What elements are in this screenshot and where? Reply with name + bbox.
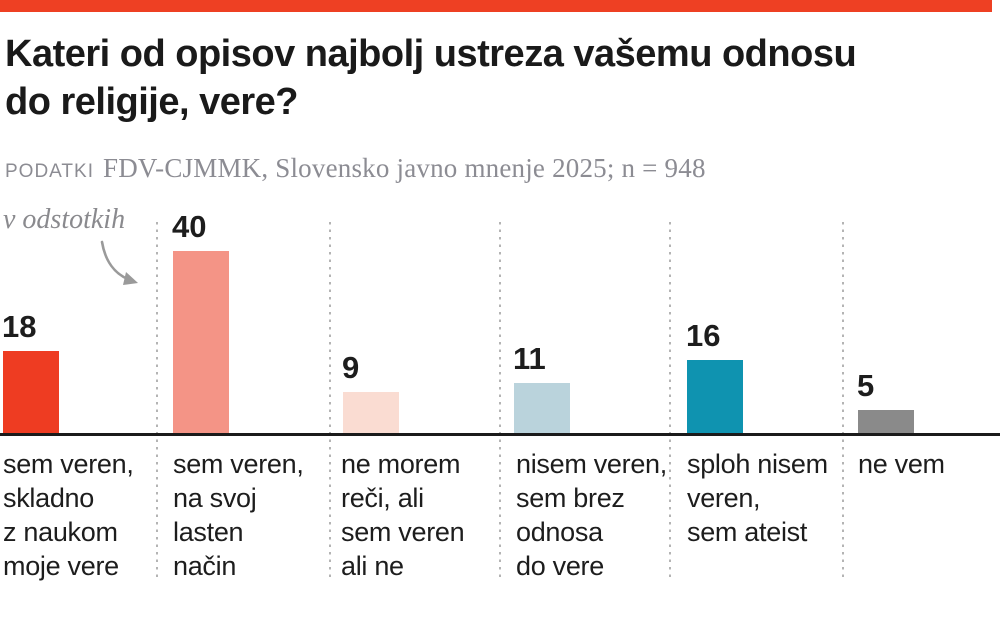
column-separator [842,222,844,578]
column-separator [329,222,331,578]
column-separator [669,222,671,578]
category-label: ne vem [858,449,945,479]
bar-value-label: 40 [172,209,207,244]
category-label: nisem veren, sem brez odnosa do vere [516,449,667,581]
source-line: PODATKI FDV-CJMMK, Slovensko javno mnenj… [5,153,706,184]
bar-value-label: 16 [686,318,721,353]
category-label: sem veren, skladno z naukom moje vere [3,449,134,581]
bar [3,351,59,433]
axis-baseline [0,433,1000,436]
bar-value-label: 9 [342,350,360,385]
category-label: sem veren, na svoj lasten način [173,449,304,581]
accent-top-bar [0,0,992,12]
column-separator [156,222,158,578]
bar [173,251,229,433]
bar [858,410,914,433]
page-title: Kateri od opisov najbolj ustreza vašemu … [5,33,857,123]
source-text: FDV-CJMMK, Slovensko javno mnenje 2025; … [103,153,706,183]
unit-annotation: v odstotkih [3,204,126,235]
bar [687,360,743,433]
bar [514,383,570,433]
annotation-arrow-icon [100,240,138,285]
column-separator [499,222,501,578]
category-label: ne morem reči, ali sem veren ali ne [341,449,465,581]
bar [343,392,399,433]
bar-value-label: 18 [2,309,37,344]
bar-value-label: 5 [857,368,875,403]
category-label: sploh nisem veren, sem ateist [687,449,828,547]
source-label: PODATKI [5,161,94,182]
bar-value-label: 11 [513,341,546,376]
